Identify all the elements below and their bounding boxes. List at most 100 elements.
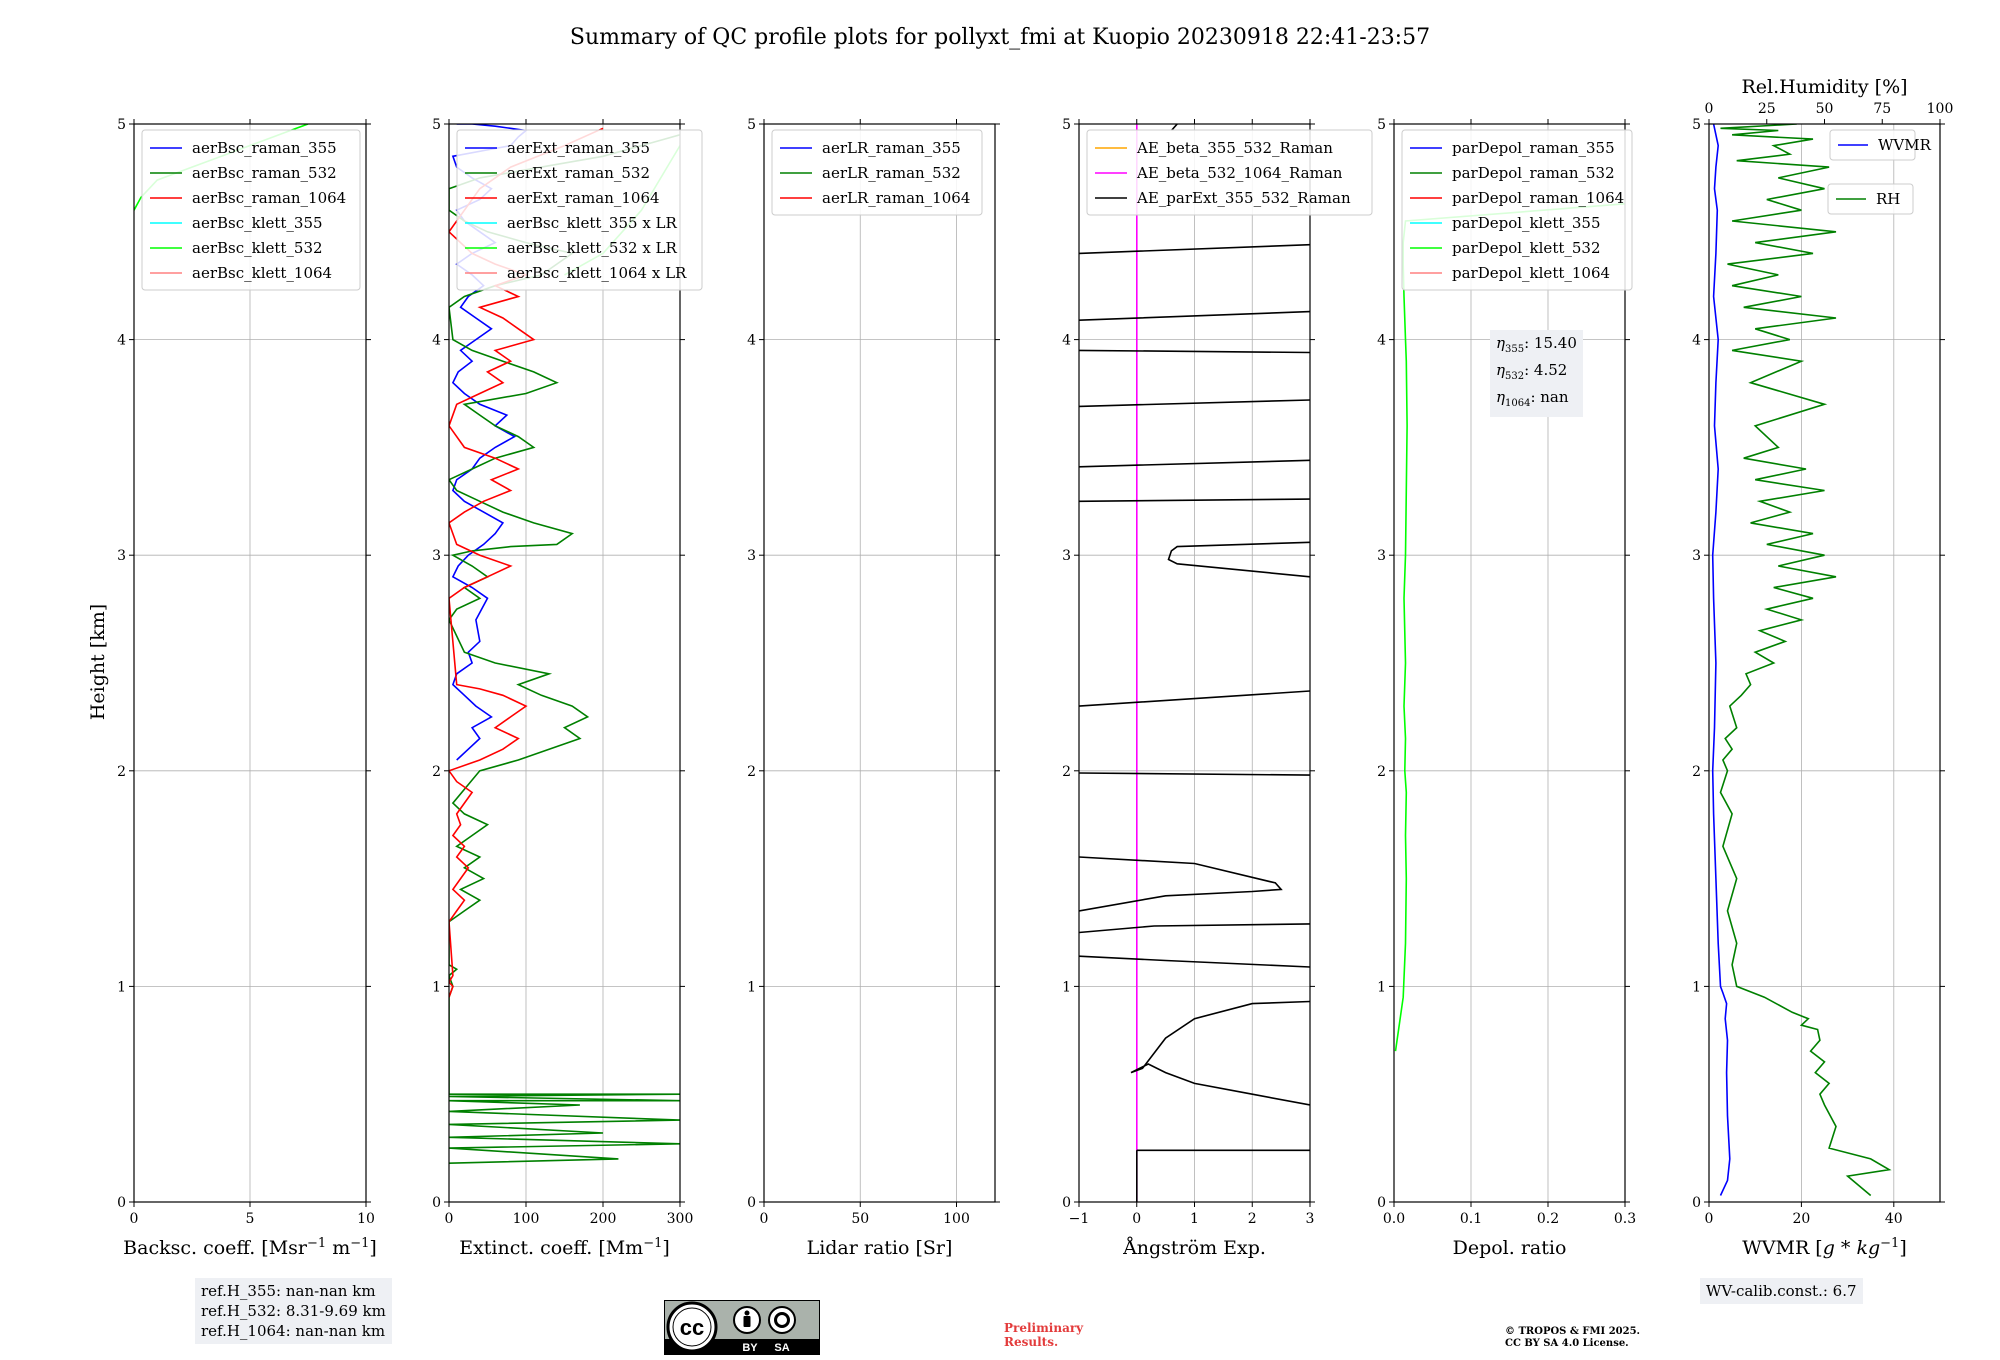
x-axis-label-part: −1 — [350, 1236, 369, 1251]
top-x-tick-label: 50 — [1816, 101, 1834, 117]
y-tick-label: 3 — [1377, 548, 1386, 564]
x-axis-label: Lidar ratio [Sr] — [807, 1237, 953, 1259]
y-tick-label: 2 — [1062, 764, 1071, 780]
eta-1064-sub: 1064 — [1505, 398, 1531, 409]
wv-calibration-box: WV-calib.const.: 6.7 — [1700, 1278, 1863, 1304]
x-tick-label: 100 — [943, 1211, 970, 1227]
eta-355-sub: 355 — [1505, 344, 1525, 355]
y-tick-label: 5 — [1692, 117, 1701, 133]
x-axis-label-part: Depol. ratio — [1453, 1237, 1567, 1259]
axes-frame — [448, 123, 681, 1203]
y-tick-label: 5 — [1062, 117, 1071, 133]
legend-label: aerLR_raman_532 — [822, 164, 961, 182]
legend-label: aerBsc_klett_1064 — [192, 264, 332, 282]
top-x-tick-label: 25 — [1758, 101, 1776, 117]
x-tick-label: 0.2 — [1537, 1211, 1559, 1227]
eta-532-sub: 532 — [1505, 371, 1525, 382]
panel-2: 0 1 2 3 4 5 0 100 200 300 Extinct. coeff. [Mm−1] ae… — [432, 117, 703, 1259]
y-tick-label: 3 — [1692, 548, 1701, 564]
x-axis-label-part: ] — [1899, 1237, 1906, 1259]
legend-label: aerBsc_klett_532 x LR — [507, 239, 678, 257]
x-axis-label-part: WVMR [ — [1742, 1237, 1822, 1259]
x-axis-label-part: −1 — [1880, 1236, 1899, 1251]
refh-355: ref.H_355: nan-nan km — [201, 1282, 376, 1300]
y-tick-label: 4 — [1062, 333, 1071, 349]
series-line-AE_parExt_355_532_Raman — [1079, 124, 1310, 1202]
legend-label: aerBsc_raman_532 — [192, 164, 337, 182]
x-axis-label: Depol. ratio — [1453, 1237, 1567, 1259]
panel-5: 0 1 2 3 4 5 0.0 0.1 0.2 0.3 Depol. ratio parDepol_r… — [1377, 117, 1636, 1259]
legend-label: AE_beta_355_532_Raman — [1136, 139, 1333, 157]
y-tick-label: 0 — [1377, 1195, 1386, 1211]
x-tick-label: 10 — [357, 1211, 375, 1227]
x-tick-label: 300 — [667, 1211, 694, 1227]
x-tick-label: 0 — [1705, 1211, 1714, 1227]
y-tick-label: 5 — [117, 117, 126, 133]
x-tick-label: 0.1 — [1460, 1211, 1482, 1227]
y-tick-label: 4 — [1692, 333, 1701, 349]
y-axis-label: Height [km] — [87, 604, 109, 720]
eta-box: η355: 15.40 η532: 4.52 η1064: nan — [1490, 330, 1583, 417]
x-axis-label-part: m — [326, 1237, 350, 1259]
legend-label: aerExt_raman_1064 — [507, 189, 660, 207]
legend-label: aerExt_raman_532 — [507, 164, 650, 182]
legend-box — [771, 129, 983, 216]
eta-355: η355: 15.40 — [1496, 334, 1577, 355]
legend-label: aerBsc_klett_532 — [192, 239, 323, 257]
legend: aerLR_raman_355 aerLR_raman_532 aerLR_rama… — [771, 129, 983, 216]
x-tick-label: −1 — [1069, 1211, 1090, 1227]
x-tick-label: 40 — [1885, 1211, 1903, 1227]
eta-532-value: : 4.52 — [1524, 361, 1568, 379]
x-axis-label: Backsc. coeff. [Msr−1 m−1] — [123, 1236, 377, 1260]
x-tick-label: 3 — [1306, 1211, 1315, 1227]
legend-label: aerExt_raman_355 — [507, 139, 650, 157]
x-axis-label-part: ] — [662, 1237, 669, 1259]
y-tick-label: 0 — [1062, 1195, 1071, 1211]
x-axis-label-part: −1 — [643, 1236, 662, 1251]
y-tick-label: 3 — [747, 548, 756, 564]
legend: AE_beta_355_532_Raman AE_beta_532_1064_Ra… — [1086, 129, 1373, 216]
figure-title: Summary of QC profile plots for pollyxt_… — [570, 25, 1430, 50]
legend-label: parDepol_raman_355 — [1452, 139, 1615, 157]
x-tick-label: 50 — [851, 1211, 869, 1227]
legend-label: parDepol_klett_532 — [1452, 239, 1601, 257]
axes-frame — [133, 123, 367, 1203]
y-tick-label: 2 — [1692, 764, 1701, 780]
legend-label: aerBsc_klett_355 — [192, 214, 323, 232]
x-axis-label-part: Lidar ratio [Sr] — [807, 1237, 953, 1259]
x-tick-label: 100 — [513, 1211, 540, 1227]
y-tick-label: 1 — [1377, 979, 1386, 995]
x-axis-label: WVMR [g * kg−1] — [1742, 1236, 1907, 1260]
legend-label: AE_beta_532_1064_Raman — [1136, 164, 1343, 182]
series-line-WVMR — [1711, 124, 1731, 1196]
y-tick-label: 4 — [1377, 333, 1386, 349]
x-tick-label: 20 — [1792, 1211, 1810, 1227]
legend-box — [456, 129, 703, 291]
axes-frame — [1078, 123, 1311, 1203]
y-tick-label: 5 — [1377, 117, 1386, 133]
x-tick-label: 0.3 — [1614, 1211, 1636, 1227]
series-line-RH — [1719, 124, 1892, 1197]
legend-label: parDepol_klett_1064 — [1452, 264, 1610, 282]
x-axis-label-part: g — [1823, 1237, 1835, 1259]
legend-WVMR: WVMR — [1829, 129, 1932, 161]
legend-label: WVMR — [1878, 136, 1932, 154]
y-tick-label: 5 — [432, 117, 441, 133]
series-line-aerExt_raman_1064 — [449, 127, 604, 998]
refh-1064: ref.H_1064: nan-nan km — [201, 1322, 386, 1340]
x-axis-label-part: kg — [1856, 1237, 1880, 1259]
axes-frame — [1393, 123, 1626, 1203]
x-axis-label-part: * — [1835, 1237, 1857, 1259]
x-tick-label: 0 — [445, 1211, 454, 1227]
y-tick-label: 2 — [117, 764, 126, 780]
top-x-axis-label: Rel.Humidity [%] — [1741, 76, 1907, 98]
axes-frame — [1708, 123, 1941, 1203]
x-axis-label: Ångström Exp. — [1122, 1237, 1266, 1259]
legend-label: parDepol_klett_355 — [1452, 214, 1601, 232]
x-tick-label: 2 — [1248, 1211, 1257, 1227]
x-axis-label-part: −1 — [307, 1236, 326, 1251]
